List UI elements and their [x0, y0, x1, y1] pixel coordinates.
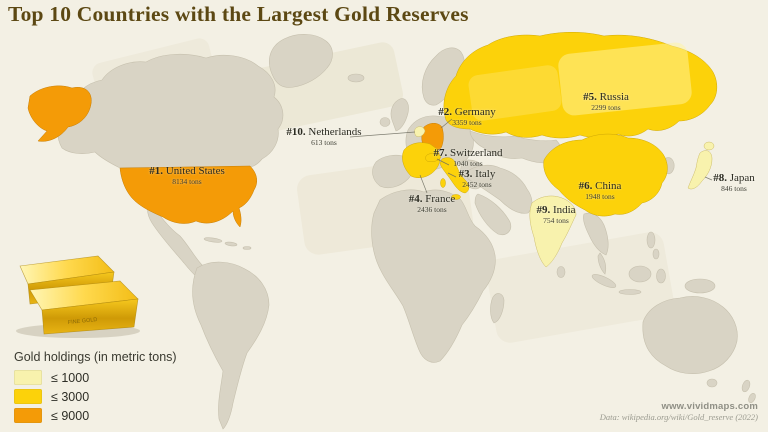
legend-item: ≤ 1000: [14, 370, 177, 385]
leader-switzerland: [436, 158, 450, 166]
country-sri-lanka: [556, 266, 566, 278]
country-label-germany: #2. Germany 3359 tons: [438, 106, 496, 127]
leader-netherlands: [349, 131, 416, 138]
legend-swatch: [14, 389, 42, 404]
country-united-kingdom: [390, 98, 409, 132]
country-label-japan: #8. Japan 846 tons: [713, 172, 755, 193]
continent-africa: [371, 189, 496, 363]
highlighted-countries: [27, 32, 718, 268]
legend-item: ≤ 3000: [14, 389, 177, 404]
label-leader-lines: [349, 118, 713, 194]
country-united-states: [119, 165, 258, 228]
leader-france: [419, 174, 428, 194]
legend-title: Gold holdings (in metric tons): [14, 350, 177, 364]
legend-item: ≤ 9000: [14, 408, 177, 423]
country-france: [402, 142, 441, 178]
country-label-india: #9. India 754 tons: [536, 204, 576, 225]
legend-swatch: [14, 370, 42, 385]
russia-ingot-highlight: [468, 42, 692, 121]
country-japan: [687, 150, 713, 190]
island-tasmania: [706, 378, 718, 388]
country-china: [543, 133, 668, 217]
island-java: [618, 289, 642, 295]
country-netherlands: [414, 126, 426, 137]
island-new-guinea: [684, 278, 716, 294]
legend-swatch: [14, 408, 42, 423]
legend-label: ≤ 9000: [51, 408, 90, 423]
legend: Gold holdings (in metric tons) ≤ 1000 ≤ 3…: [14, 350, 177, 427]
island-borneo: [628, 265, 652, 283]
country-label-france: #4. France 2436 tons: [408, 193, 456, 214]
country-philippines: [646, 231, 656, 249]
site-credit: www.vividmaps.com: [661, 401, 758, 412]
data-source: Data: wikipedia.org/wiki/Gold_reserve (2…: [599, 412, 758, 423]
legend-label: ≤ 1000: [51, 370, 90, 385]
country-label-united-states: #1. United States 8134 tons: [149, 165, 225, 186]
page-title: Top 10 Countries with the Largest Gold R…: [8, 2, 469, 26]
legend-label: ≤ 3000: [51, 389, 90, 404]
country-philippines-2: [652, 248, 660, 260]
country-label-italy: #3. Italy 2452 tons: [458, 168, 496, 189]
gold-bar-front: [29, 280, 139, 335]
gold-bars-illustration: 999.9 FINE GOLD: [16, 255, 140, 338]
country-label-russia: #5. Russia 2299 tons: [583, 91, 629, 112]
island-hokkaido: [703, 141, 715, 151]
island-cuba: [203, 237, 223, 243]
country-greenland: [269, 34, 333, 88]
region-arabia: [474, 193, 512, 235]
island-hispaniola: [224, 241, 238, 247]
country-label-switzerland: #7. Switzerland 1040 tons: [433, 147, 503, 168]
footer: www.vividmaps.com Data: wikipedia.org/wi…: [600, 401, 758, 423]
country-australia: [642, 296, 738, 375]
country-new-zealand-south: [748, 392, 756, 404]
country-label-china: #6. China 1948 tons: [578, 180, 622, 201]
country-new-zealand-north: [741, 379, 751, 393]
leader-japan: [704, 176, 713, 181]
legend-items: ≤ 1000 ≤ 3000 ≤ 9000: [14, 370, 177, 423]
continents: [57, 34, 756, 430]
country-iceland: [347, 73, 365, 83]
island-sardinia: [440, 178, 446, 188]
country-canada: [57, 53, 284, 169]
country-ireland: [379, 117, 391, 127]
country-madagascar: [490, 293, 505, 324]
country-india: [529, 195, 577, 268]
leader-italy: [447, 172, 457, 178]
island-puerto-rico: [242, 246, 252, 250]
region-indochina: [583, 212, 609, 256]
leader-germany: [440, 118, 453, 129]
region-malay: [597, 252, 607, 275]
island-sumatra: [591, 274, 617, 288]
region-iberia: [372, 154, 413, 189]
gold-bar-front-stamp: FINE GOLD: [68, 317, 98, 326]
country-italy: [439, 157, 470, 194]
island-sulawesi: [656, 268, 666, 284]
island-sicily: [451, 194, 461, 200]
country-label-netherlands: #10. Netherlands 613 tons: [286, 126, 362, 147]
continent-south-america: [192, 261, 270, 430]
country-switzerland: [425, 153, 442, 163]
region-alaska: [27, 85, 92, 142]
